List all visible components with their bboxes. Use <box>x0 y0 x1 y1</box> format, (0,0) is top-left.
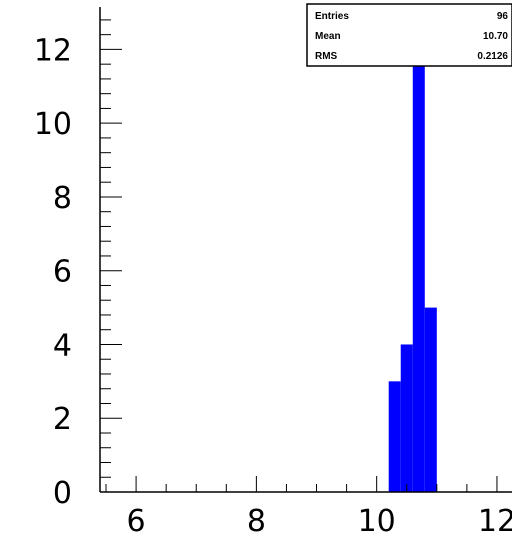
x-tick-label: 10 <box>358 504 396 535</box>
stats-mean-label: Mean <box>315 31 341 42</box>
y-tick-label: 0 <box>53 476 72 511</box>
stats-rms-value: 0.2126 <box>477 51 508 62</box>
histogram-bars <box>388 49 437 492</box>
y-tick-label: 4 <box>53 328 72 363</box>
y-tick-label: 8 <box>53 181 72 216</box>
histogram-bar <box>400 344 413 492</box>
y-tick-label: 2 <box>53 402 72 437</box>
x-tick-label: 12 <box>478 504 512 535</box>
stats-rms-label: RMS <box>315 51 338 62</box>
histogram-bar <box>424 307 437 492</box>
stats-box: Entries 96 Mean 10.70 RMS 0.2126 <box>306 3 512 67</box>
y-tick-label: 6 <box>53 255 72 290</box>
y-tick-label: 10 <box>34 107 72 142</box>
stats-box-frame <box>306 3 512 67</box>
histogram-bar <box>412 49 425 492</box>
stats-entries-label: Entries <box>315 11 349 22</box>
histogram-bar <box>388 381 401 492</box>
axes: 0 2 4 6 8 10 12 6 8 10 12 <box>34 7 512 535</box>
x-tick-label: 8 <box>247 504 266 535</box>
y-tick-label: 12 <box>34 33 72 68</box>
x-tick-label: 6 <box>127 504 146 535</box>
stats-entries-value: 96 <box>497 11 509 22</box>
stats-mean-value: 10.70 <box>483 31 508 42</box>
